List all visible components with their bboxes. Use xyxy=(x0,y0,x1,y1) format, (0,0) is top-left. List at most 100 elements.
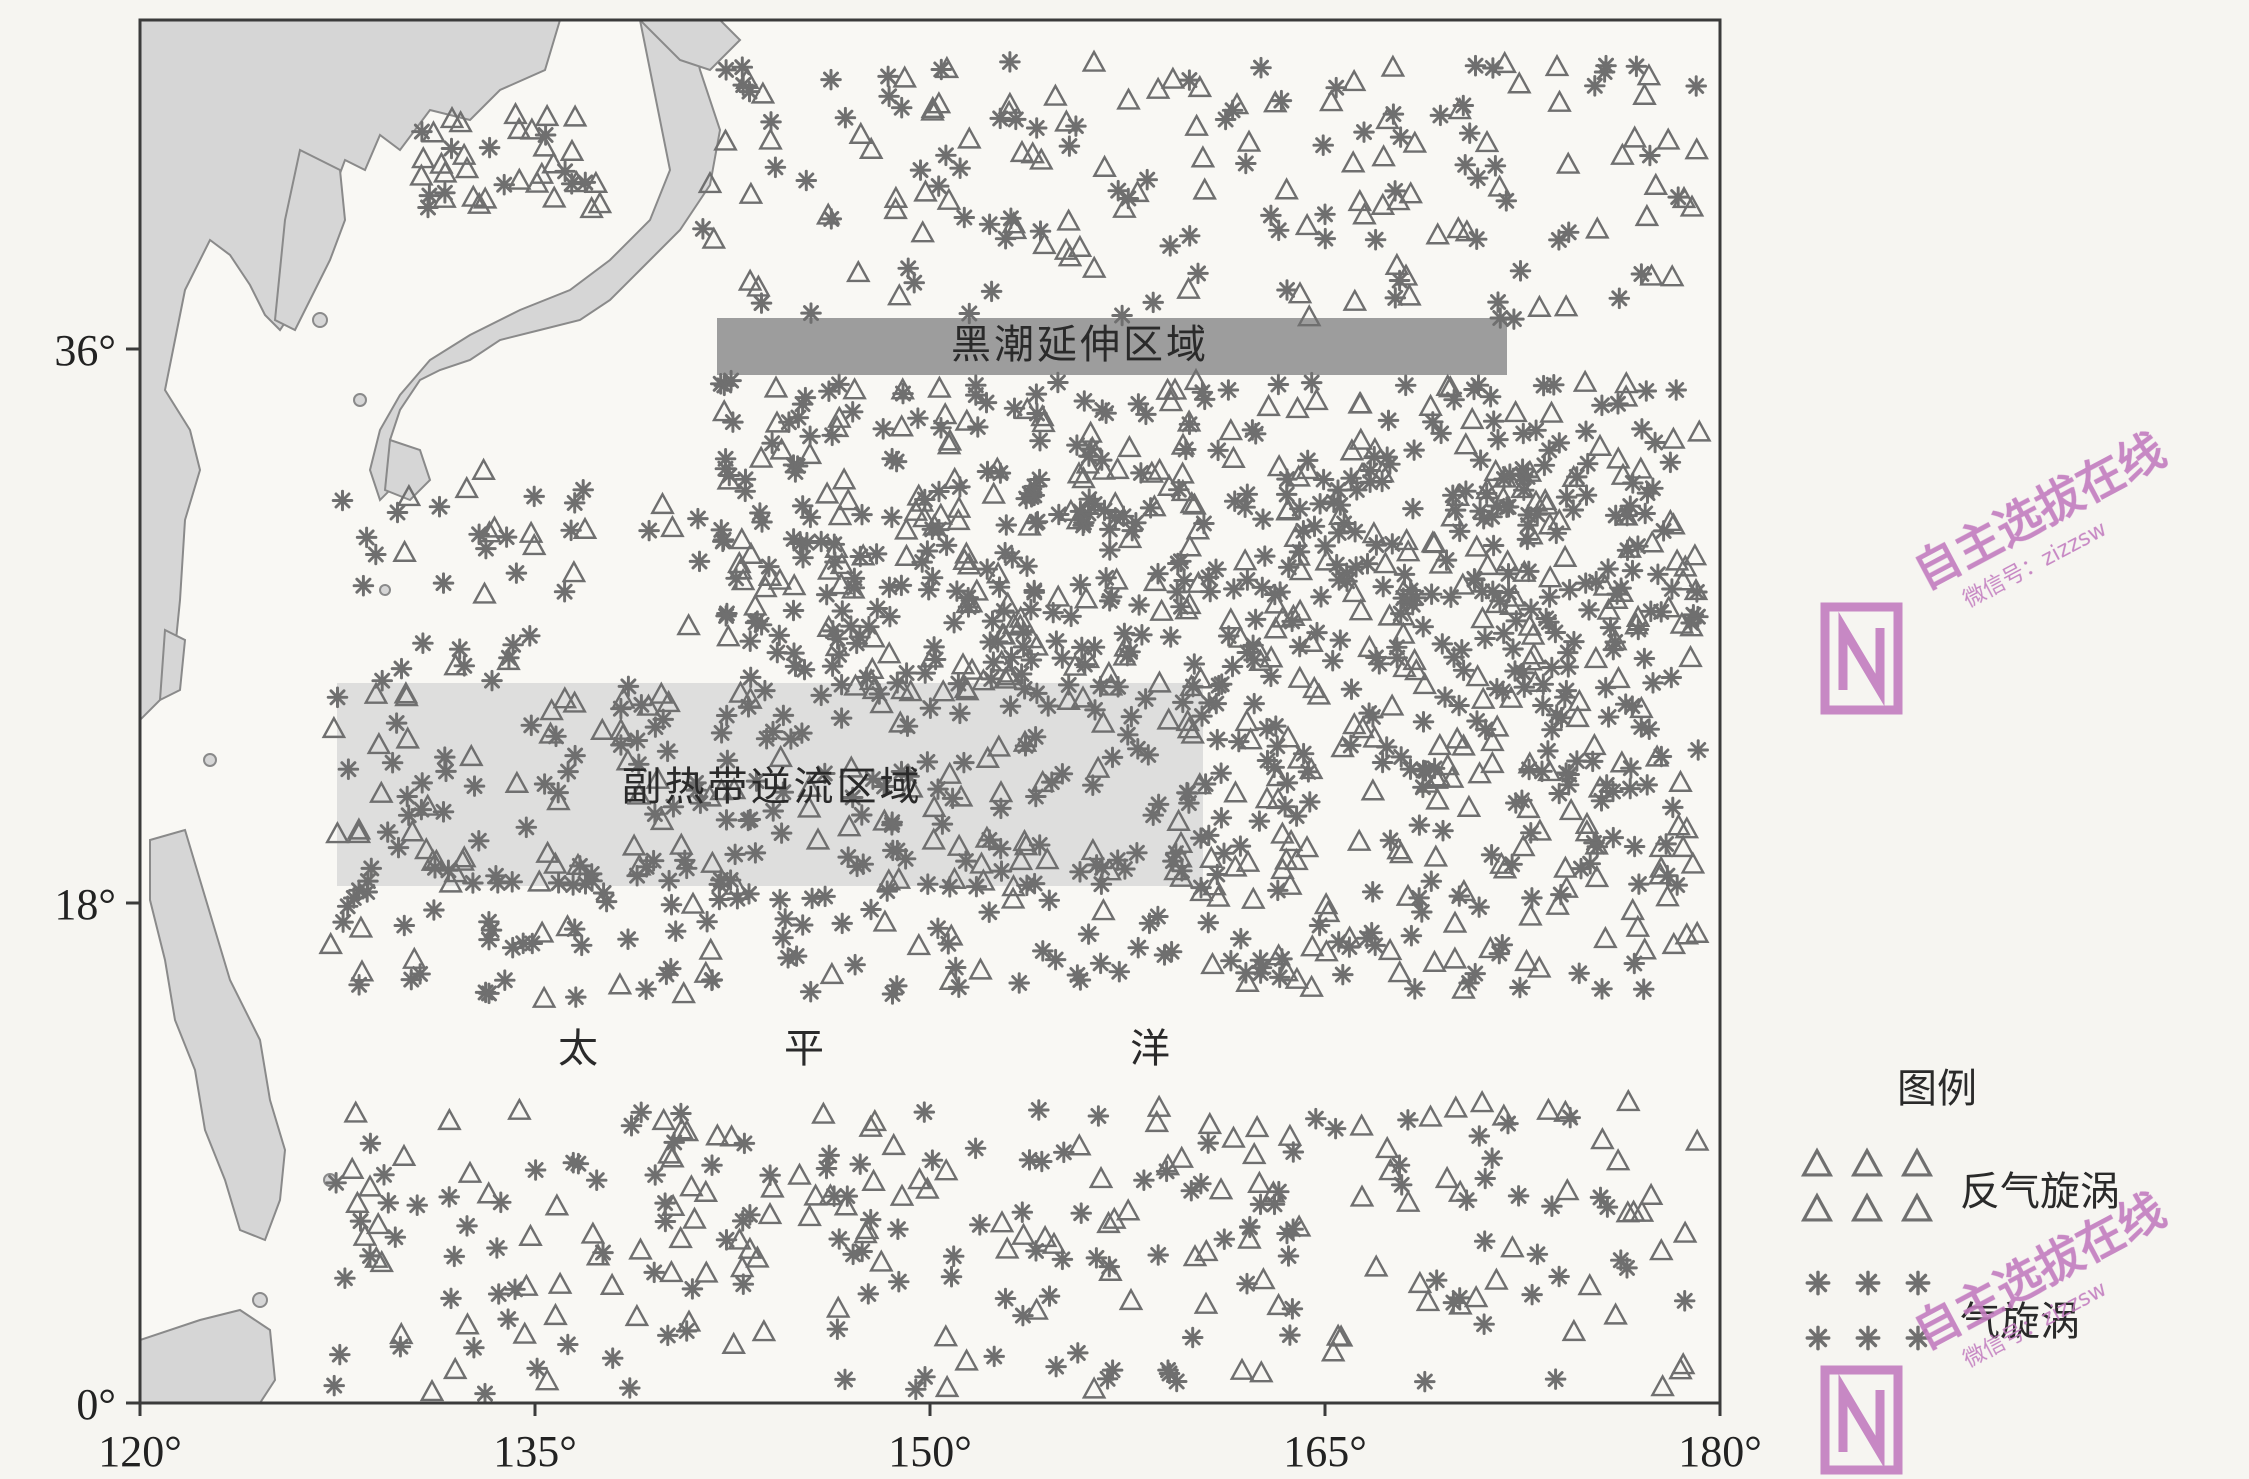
cyclonic-eddy-marker xyxy=(1267,879,1289,902)
cyclonic-eddy-marker xyxy=(732,1273,755,1295)
cyclonic-eddy-marker xyxy=(359,1245,381,1267)
cyclonic-eddy-marker xyxy=(1300,371,1323,394)
cyclonic-eddy-marker xyxy=(737,809,759,832)
anticyclonic-legend-symbols xyxy=(1802,1149,1932,1222)
y-tick-label: 18° xyxy=(54,880,116,929)
cyclonic-eddy-marker xyxy=(1279,1324,1301,1346)
cyclonic-eddy-marker xyxy=(521,932,544,955)
cyclonic-eddy-marker xyxy=(1089,952,1112,975)
cyclonic-eddy-marker xyxy=(1607,393,1629,415)
cyclonic-eddy-marker xyxy=(1008,972,1030,994)
cyclonic-eddy-marker xyxy=(1254,545,1276,567)
cyclonic-eddy-marker xyxy=(1244,608,1267,631)
cyclonic-eddy-marker xyxy=(886,672,909,694)
cyclonic-eddy-marker xyxy=(1578,599,1600,621)
cyclonic-eddy-marker xyxy=(417,196,439,219)
cyclonic-eddy-marker xyxy=(744,842,767,864)
cyclonic-eddy-marker xyxy=(944,956,967,979)
cyclonic-eddy-marker xyxy=(326,686,349,709)
cyclonic-eddy-marker xyxy=(1236,483,1259,506)
cyclonic-eddy-marker xyxy=(800,302,822,324)
cyclonic-eddy-marker xyxy=(1455,1189,1478,1211)
x-tick-label: 165° xyxy=(1283,1427,1367,1476)
cyclonic-eddy-marker xyxy=(980,280,1003,303)
cyclonic-eddy-marker xyxy=(1673,1290,1696,1312)
cyclonic-eddy-marker xyxy=(410,798,433,821)
cyclonic-eddy-marker xyxy=(655,963,678,986)
cyclonic-eddy-marker xyxy=(760,111,782,133)
cyclonic-eddy-marker xyxy=(448,638,471,660)
cyclonic-eddy-marker xyxy=(1176,781,1198,804)
cyclonic-eddy-marker xyxy=(831,600,854,622)
cyclonic-eddy-marker xyxy=(1023,872,1046,895)
cyclonic-eddy-marker xyxy=(1099,539,1121,561)
cyclonic-eddy-marker xyxy=(866,597,889,620)
cyclonic-eddy-marker xyxy=(1402,497,1424,520)
cyclonic-eddy-marker xyxy=(1533,454,1556,477)
cyclonic-eddy-marker xyxy=(818,380,840,402)
cyclonic-eddy-marker xyxy=(1038,1285,1061,1307)
cyclonic-eddy-marker xyxy=(1147,562,1169,585)
cyclonic-eddy-marker xyxy=(823,1185,845,1207)
cyclonic-eddy-marker xyxy=(1266,735,1289,757)
cyclonic-eddy-marker xyxy=(1070,1202,1092,1224)
cyclonic-eddy-marker xyxy=(718,464,741,487)
cyclonic-eddy-marker xyxy=(1685,75,1707,97)
cyclonic-eddy-marker xyxy=(953,751,975,774)
cyclonic-eddy-marker xyxy=(1512,422,1535,445)
cyclonic-eddy-marker xyxy=(610,697,632,720)
cyclonic-eddy-marker xyxy=(1591,978,1613,1000)
cyclonic-eddy-marker xyxy=(916,540,939,562)
cyclonic-eddy-marker xyxy=(1157,1359,1179,1381)
cyclonic-eddy-marker xyxy=(931,813,954,835)
cyclonic-eddy-marker xyxy=(1250,56,1272,79)
cyclonic-eddy-marker xyxy=(815,583,838,606)
cyclonic-eddy-marker xyxy=(784,461,807,483)
cyclonic-eddy-marker xyxy=(1482,57,1504,79)
cyclonic-eddy-marker xyxy=(733,1132,756,1155)
cyclonic-eddy-marker xyxy=(942,1245,965,1267)
cyclonic-eddy-marker xyxy=(1060,605,1082,628)
cyclonic-eddy-marker xyxy=(547,872,570,894)
cyclonic-eddy-marker xyxy=(1191,381,1214,404)
cyclonic-eddy-marker xyxy=(323,1374,345,1397)
cyclonic-eddy-marker xyxy=(1045,1355,1067,1378)
cyclonic-eddy-marker xyxy=(474,1382,496,1403)
cyclonic-eddy-marker xyxy=(393,914,416,937)
cyclonic-eddy-marker xyxy=(1249,949,1272,971)
cyclonic-eddy-marker xyxy=(764,156,787,179)
cyclonic-eddy-marker xyxy=(710,519,733,541)
cyclonic-eddy-marker xyxy=(872,418,894,440)
subtropical-countercurrent-band xyxy=(337,683,1203,886)
cyclonic-eddy-marker xyxy=(1153,944,1176,966)
cyclonic-eddy-marker xyxy=(715,59,737,81)
cyclonic-eddy-marker xyxy=(1134,688,1157,710)
cyclonic-eddy-marker xyxy=(1045,630,1068,652)
cyclonic-eddy-marker xyxy=(965,875,988,898)
y-tick-label: 36° xyxy=(54,326,116,375)
ocean-label-char-3: 洋 xyxy=(1130,1026,1170,1072)
cyclonic-eddy-marker xyxy=(1087,1105,1110,1127)
cyclonic-eddy-marker xyxy=(1628,873,1650,895)
cyclonic-eddy-marker xyxy=(1127,936,1149,959)
cyclonic-eddy-marker xyxy=(1619,777,1641,800)
cyclonic-eddy-marker xyxy=(1404,978,1426,1000)
cyclonic-eddy-marker xyxy=(642,849,665,872)
cyclonic-eddy-marker xyxy=(635,978,657,1000)
cyclonic-eddy-marker xyxy=(1066,434,1088,456)
cyclonic-eddy-marker xyxy=(1314,227,1337,250)
cyclonic-eddy-marker xyxy=(520,714,543,737)
japan-hokkaido xyxy=(638,20,742,72)
cyclonic-eddy-marker xyxy=(953,206,976,229)
cyclonic-eddy-marker xyxy=(505,562,528,584)
cyclonic-eddy-marker xyxy=(1502,638,1524,660)
cyclonic-eddy-marker xyxy=(432,572,455,594)
cyclonic-eddy-marker xyxy=(1602,826,1625,849)
cyclonic-eddy-marker xyxy=(664,920,687,942)
cyclonic-eddy-marker xyxy=(1077,923,1100,945)
cyclonic-eddy-marker xyxy=(329,1343,351,1366)
cyclonic-eddy-marker xyxy=(1303,515,1326,538)
cyclonic-eddy-marker xyxy=(1516,528,1539,551)
cyclonic-eddy-marker xyxy=(818,1144,840,1167)
cyclonic-eddy-marker xyxy=(761,432,783,454)
